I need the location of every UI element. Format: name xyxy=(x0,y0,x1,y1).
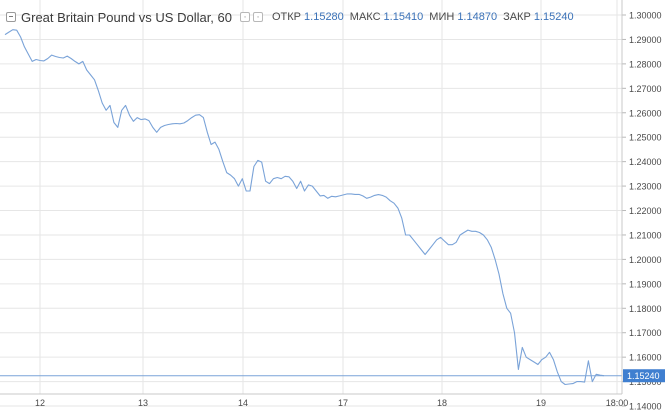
y-tick-label: 1.21000 xyxy=(629,230,662,240)
hide-icon[interactable]: ◦ xyxy=(240,12,250,22)
y-tick-label: 1.30000 xyxy=(629,11,662,21)
x-tick-label: 12 xyxy=(35,398,45,408)
ohlc-close-label: ЗАКР xyxy=(503,11,531,23)
y-tick-label: 1.24000 xyxy=(629,157,662,167)
y-tick-label: 1.23000 xyxy=(629,182,662,192)
collapse-legend-button[interactable] xyxy=(6,12,16,22)
ohlc-close: ЗАКР 1.15240 xyxy=(503,11,574,23)
current-price-tag xyxy=(623,369,665,383)
ohlc-open: ОТКР 1.15280 xyxy=(272,11,344,23)
y-tick-label: 1.19000 xyxy=(629,279,662,289)
ohlc-low-value: 1.14870 xyxy=(457,11,498,23)
ohlc-low: МИН 1.14870 xyxy=(429,11,497,23)
series-layer xyxy=(0,29,622,386)
y-tick-label: 1.16000 xyxy=(629,353,662,363)
y-tick-label: 1.29000 xyxy=(629,35,662,45)
y-tick-label: 1.22000 xyxy=(629,206,662,216)
ohlc-high: МАКС 1.15410 xyxy=(350,11,424,23)
y-tick-label: 1.26000 xyxy=(629,108,662,118)
x-tick-label: 19 xyxy=(536,398,546,408)
current-price-tag-label: 1.15240 xyxy=(627,371,660,381)
symbol-title: Great Britain Pound vs US Dollar, 60 xyxy=(21,9,232,25)
y-tick-label: 1.17000 xyxy=(629,328,662,338)
ohlc-low-label: МИН xyxy=(429,11,455,23)
chart-header: Great Britain Pound vs US Dollar, 60 ◦ ◦… xyxy=(6,7,574,27)
y-tick-label: 1.28000 xyxy=(629,59,662,69)
x-tick-label: 14 xyxy=(238,398,248,408)
settings-icon[interactable]: ◦ xyxy=(253,12,263,22)
y-tick-label: 1.14000 xyxy=(629,402,662,412)
price-tag-layer: 1.15240 xyxy=(623,369,665,383)
ohlc-high-value: 1.15410 xyxy=(383,11,424,23)
y-tick-label: 1.20000 xyxy=(629,255,662,265)
grid-lines xyxy=(0,0,622,407)
y-tick-label: 1.27000 xyxy=(629,84,662,94)
x-tick-label: 13 xyxy=(138,398,148,408)
ohlc-high-label: МАКС xyxy=(349,11,381,23)
y-tick-label: 1.25000 xyxy=(629,133,662,143)
ohlc-open-value: 1.15280 xyxy=(304,11,344,23)
x-tick-label: 18 xyxy=(437,398,447,408)
x-tick-label: 17 xyxy=(338,398,348,408)
ohlc-close-value: 1.15240 xyxy=(533,11,574,23)
ohlc-open-label: ОТКР xyxy=(272,11,302,23)
x-tick-label: 18:00 xyxy=(606,398,629,408)
price-series-line xyxy=(4,29,605,386)
y-tick-label: 1.18000 xyxy=(629,304,662,314)
